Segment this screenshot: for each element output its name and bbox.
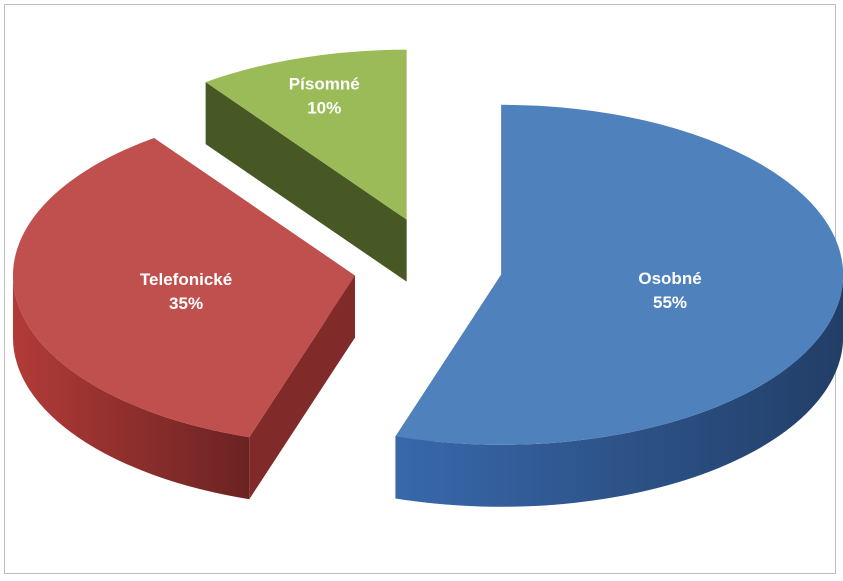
pie-slice-osobné: Osobné 55%	[395, 104, 843, 507]
slice-value-label: 55%	[653, 293, 687, 312]
slice-cut-face	[249, 275, 355, 500]
slice-label: Telefonické	[140, 270, 232, 289]
slice-top-face	[12, 138, 355, 438]
slice-label: Písomné	[289, 75, 360, 94]
pie-slice-telefonické: Telefonické 35%	[12, 138, 355, 500]
slice-value-label: 10%	[307, 99, 341, 118]
slice-outer-side	[395, 278, 843, 507]
slice-top-face	[395, 104, 843, 445]
slice-value-label: 35%	[169, 294, 203, 313]
pie-slice-písomné: Písomné 10%	[205, 49, 407, 282]
slice-top-face	[205, 49, 407, 220]
slice-label: Osobné	[638, 269, 701, 288]
slice-outer-side	[12, 275, 250, 500]
slice-cut-face	[205, 82, 407, 282]
